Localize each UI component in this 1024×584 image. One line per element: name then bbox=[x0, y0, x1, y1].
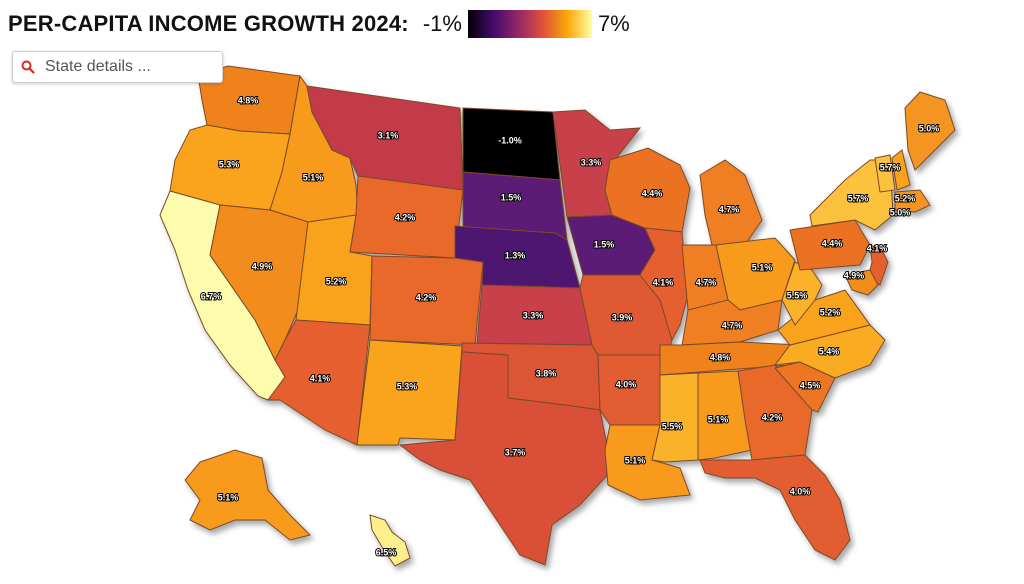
state-value-label-tx: 3.7% bbox=[505, 447, 526, 457]
state-value-label-fl: 4.0% bbox=[790, 486, 811, 496]
state-mt[interactable] bbox=[306, 85, 464, 191]
state-nh[interactable] bbox=[891, 149, 911, 191]
state-value-label-nj: 4.1% bbox=[867, 243, 888, 253]
state-value-label-id: 5.1% bbox=[303, 172, 324, 182]
state-value-label-in: 4.7% bbox=[696, 277, 717, 287]
state-value-label-oh: 5.1% bbox=[752, 262, 773, 272]
legend-color-bar bbox=[467, 10, 592, 38]
state-value-label-nd: -1.0% bbox=[498, 135, 522, 145]
state-ma[interactable] bbox=[894, 189, 931, 213]
state-value-label-nm: 5.3% bbox=[397, 381, 418, 391]
search-icon bbox=[21, 60, 35, 74]
state-ny[interactable] bbox=[809, 159, 894, 231]
state-md[interactable] bbox=[844, 269, 879, 296]
state-value-label-wy: 4.2% bbox=[395, 212, 416, 222]
state-value-label-ut: 5.2% bbox=[326, 276, 347, 286]
state-value-label-wi: 4.4% bbox=[642, 188, 663, 198]
state-tx[interactable] bbox=[398, 351, 613, 566]
legend-max-label: 7% bbox=[597, 11, 630, 36]
state-value-label-wv: 5.5% bbox=[787, 290, 808, 300]
state-al[interactable] bbox=[697, 370, 753, 461]
state-search-box[interactable] bbox=[12, 51, 223, 83]
state-value-label-mi: 4.7% bbox=[719, 204, 740, 214]
state-hi[interactable] bbox=[369, 514, 411, 567]
state-value-label-ga: 4.2% bbox=[762, 412, 783, 422]
state-value-label-ok: 3.8% bbox=[536, 368, 557, 378]
state-value-label-or: 5.3% bbox=[219, 159, 240, 169]
state-value-label-ak: 5.1% bbox=[218, 492, 239, 502]
state-nm[interactable] bbox=[356, 339, 463, 446]
state-wy[interactable] bbox=[349, 175, 464, 259]
state-value-label-ma: 5.0% bbox=[890, 207, 911, 217]
state-ak[interactable] bbox=[184, 449, 311, 541]
state-value-label-tn: 4.8% bbox=[710, 352, 731, 362]
state-value-label-nc: 5.4% bbox=[819, 346, 840, 356]
state-value-label-nh: 5.2% bbox=[895, 193, 916, 203]
state-mi[interactable] bbox=[699, 159, 763, 246]
state-value-label-md: 4.9% bbox=[844, 270, 865, 280]
state-value-label-ks: 3.3% bbox=[523, 310, 544, 320]
state-value-label-sd: 1.5% bbox=[501, 192, 522, 202]
state-az[interactable] bbox=[267, 319, 371, 446]
map-title: PER-CAPITA INCOME GROWTH 2024: bbox=[8, 11, 409, 36]
state-value-label-nv: 4.9% bbox=[252, 261, 273, 271]
state-value-label-co: 4.2% bbox=[416, 292, 437, 302]
state-value-label-hi: 6.5% bbox=[376, 547, 397, 557]
state-nc[interactable] bbox=[773, 324, 886, 379]
state-co[interactable] bbox=[369, 255, 484, 346]
state-value-label-sc: 4.5% bbox=[800, 380, 821, 390]
state-value-label-ar: 4.0% bbox=[616, 379, 637, 389]
state-value-label-me: 5.0% bbox=[919, 123, 940, 133]
state-value-label-ny: 5.7% bbox=[848, 193, 869, 203]
state-me[interactable] bbox=[904, 91, 956, 171]
legend-min-label: -1% bbox=[422, 11, 462, 36]
state-value-label-mt: 3.1% bbox=[378, 130, 399, 140]
map-header: PER-CAPITA INCOME GROWTH 2024: -1% 7% bbox=[8, 8, 630, 40]
state-fl[interactable] bbox=[699, 454, 851, 561]
state-value-label-ia: 1.5% bbox=[594, 239, 615, 249]
state-value-label-az: 4.1% bbox=[310, 373, 331, 383]
state-ar[interactable] bbox=[597, 354, 669, 426]
state-value-label-va: 5.2% bbox=[820, 307, 841, 317]
state-value-label-al: 5.1% bbox=[708, 414, 729, 424]
state-value-label-ne: 1.3% bbox=[505, 250, 526, 260]
state-value-label-vt: 5.7% bbox=[880, 162, 901, 172]
state-value-label-mo: 3.9% bbox=[612, 312, 633, 322]
state-value-label-wa: 4.8% bbox=[238, 95, 259, 105]
state-vt[interactable] bbox=[874, 154, 896, 193]
state-value-label-mn: 3.3% bbox=[581, 157, 602, 167]
state-value-label-pa: 4.4% bbox=[822, 238, 843, 248]
state-search-input[interactable] bbox=[43, 57, 217, 77]
state-value-label-ky: 4.7% bbox=[722, 320, 743, 330]
state-value-label-il: 4.1% bbox=[653, 277, 674, 287]
state-value-label-ca: 6.7% bbox=[201, 291, 222, 301]
state-wv[interactable] bbox=[781, 261, 823, 326]
state-value-label-la: 5.1% bbox=[625, 455, 646, 465]
state-value-label-ms: 5.5% bbox=[662, 421, 683, 431]
